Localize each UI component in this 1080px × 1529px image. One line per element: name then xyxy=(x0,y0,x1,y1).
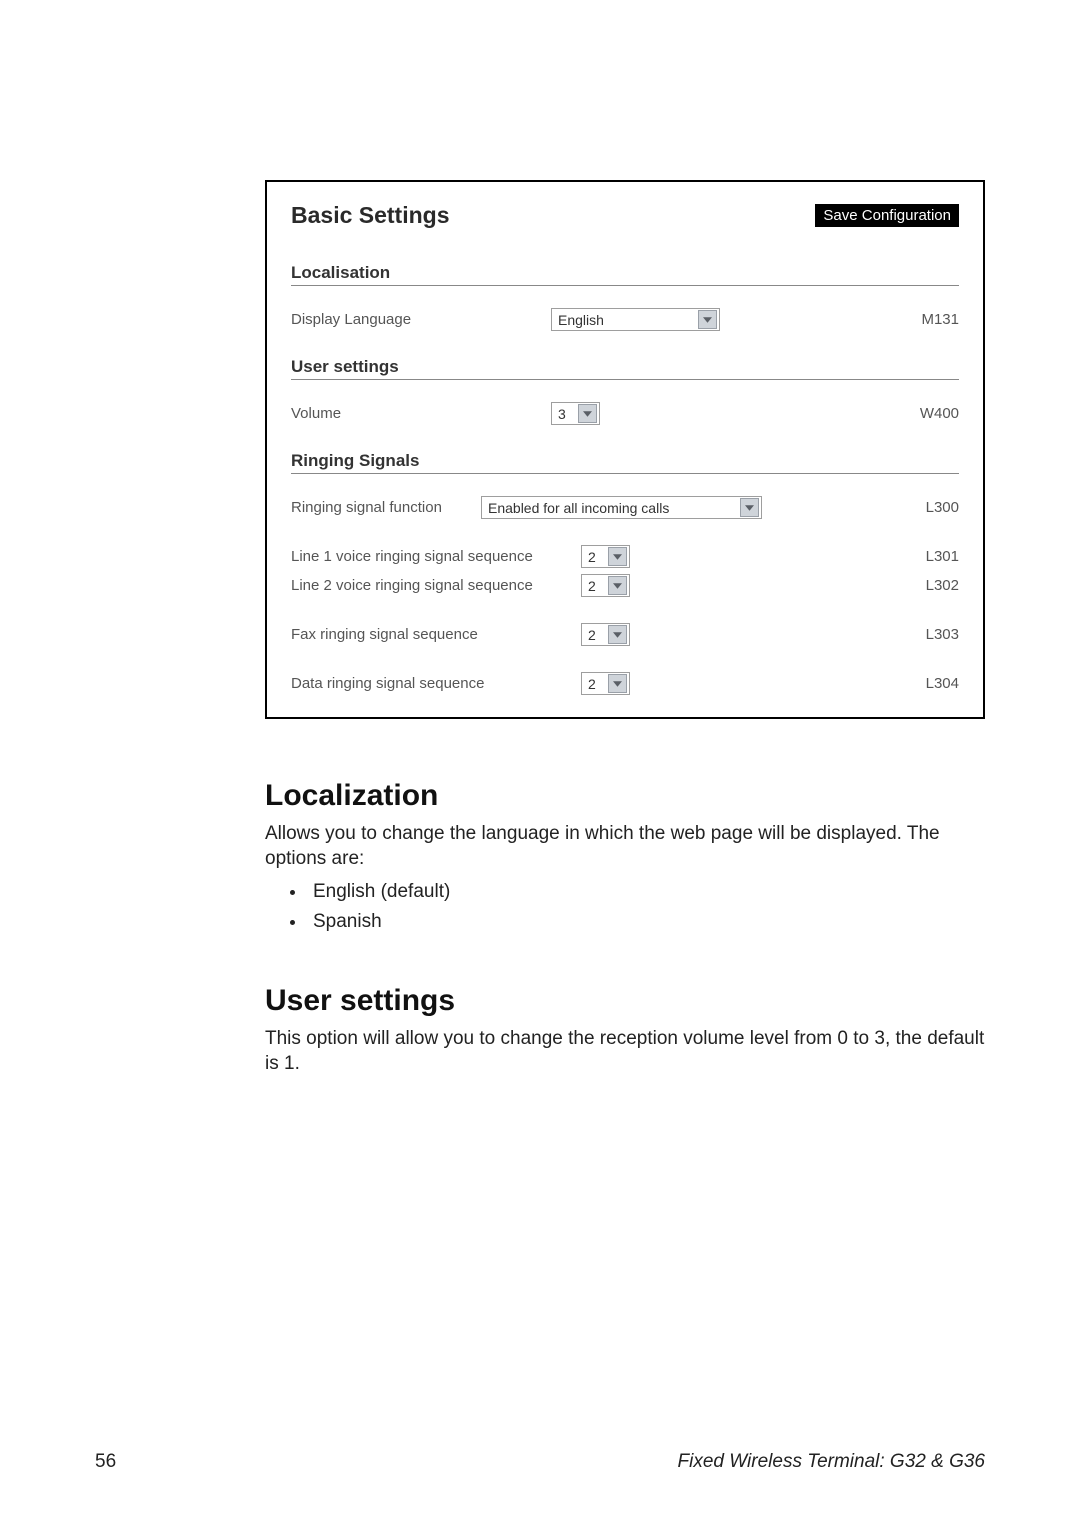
display-language-select[interactable]: English xyxy=(551,308,720,331)
row-fax: Fax ringing signal sequence 2 L303 xyxy=(291,623,959,646)
page-footer: 56 Fixed Wireless Terminal: G32 & G36 xyxy=(95,1451,985,1473)
volume-select[interactable]: 3 xyxy=(551,402,600,425)
line2-select[interactable]: 2 xyxy=(581,574,630,597)
row-volume: Volume 3 W400 xyxy=(291,402,959,425)
fax-value: 2 xyxy=(582,627,606,643)
chevron-down-icon xyxy=(608,625,627,644)
fax-select[interactable]: 2 xyxy=(581,623,630,646)
label-ringing-function: Ringing signal function xyxy=(291,499,481,516)
basic-settings-panel: Basic Settings Save Configuration Locali… xyxy=(265,180,985,719)
code-fax: L303 xyxy=(926,626,959,643)
ringing-function-select[interactable]: Enabled for all incoming calls xyxy=(481,496,762,519)
row-ringing-function: Ringing signal function Enabled for all … xyxy=(291,496,959,519)
book-title: Fixed Wireless Terminal: G32 & G36 xyxy=(678,1451,985,1473)
list-item: Spanish xyxy=(307,907,985,936)
row-display-language: Display Language English M131 xyxy=(291,308,959,331)
line1-select[interactable]: 2 xyxy=(581,545,630,568)
section-heading-ringing-signals: Ringing Signals xyxy=(291,451,959,474)
code-ringing-function: L300 xyxy=(926,499,959,516)
localization-list: English (default) Spanish xyxy=(265,877,985,936)
list-item: English (default) xyxy=(307,877,985,906)
code-data: L304 xyxy=(926,675,959,692)
chevron-down-icon xyxy=(608,576,627,595)
chevron-down-icon xyxy=(608,547,627,566)
chevron-down-icon xyxy=(578,404,597,423)
section-heading-user-settings: User settings xyxy=(291,357,959,380)
panel-title: Basic Settings xyxy=(291,202,450,229)
user-settings-block: User settings This option will allow you… xyxy=(265,984,985,1076)
line2-value: 2 xyxy=(582,578,606,594)
row-line2: Line 2 voice ringing signal sequence 2 L… xyxy=(291,574,959,597)
panel-header: Basic Settings Save Configuration xyxy=(291,202,959,229)
code-line2: L302 xyxy=(926,577,959,594)
chevron-down-icon xyxy=(608,674,627,693)
label-line1: Line 1 voice ringing signal sequence xyxy=(291,548,581,565)
code-display-language: M131 xyxy=(921,311,959,328)
label-display-language: Display Language xyxy=(291,311,551,328)
document-body: Localization Allows you to change the la… xyxy=(265,779,985,1076)
page: Basic Settings Save Configuration Locali… xyxy=(0,0,1080,1529)
data-value: 2 xyxy=(582,676,606,692)
heading-localization: Localization xyxy=(265,779,985,813)
row-data: Data ringing signal sequence 2 L304 xyxy=(291,672,959,695)
label-fax: Fax ringing signal sequence xyxy=(291,626,581,643)
save-configuration-button[interactable]: Save Configuration xyxy=(815,204,959,227)
para-user-settings: This option will allow you to change the… xyxy=(265,1026,985,1076)
row-line1: Line 1 voice ringing signal sequence 2 L… xyxy=(291,545,959,568)
label-volume: Volume xyxy=(291,405,551,422)
volume-value: 3 xyxy=(552,406,576,422)
heading-user-settings: User settings xyxy=(265,984,985,1018)
code-line1: L301 xyxy=(926,548,959,565)
ringing-function-value: Enabled for all incoming calls xyxy=(482,500,738,516)
chevron-down-icon xyxy=(740,498,759,517)
display-language-value: English xyxy=(552,312,696,328)
localization-block: Localization Allows you to change the la… xyxy=(265,779,985,936)
para-localization: Allows you to change the language in whi… xyxy=(265,821,985,871)
label-line2: Line 2 voice ringing signal sequence xyxy=(291,577,581,594)
section-heading-localisation: Localisation xyxy=(291,263,959,286)
label-data: Data ringing signal sequence xyxy=(291,675,581,692)
content-column: Basic Settings Save Configuration Locali… xyxy=(265,180,985,1076)
code-volume: W400 xyxy=(920,405,959,422)
page-number: 56 xyxy=(95,1451,116,1473)
data-select[interactable]: 2 xyxy=(581,672,630,695)
chevron-down-icon xyxy=(698,310,717,329)
line1-value: 2 xyxy=(582,549,606,565)
